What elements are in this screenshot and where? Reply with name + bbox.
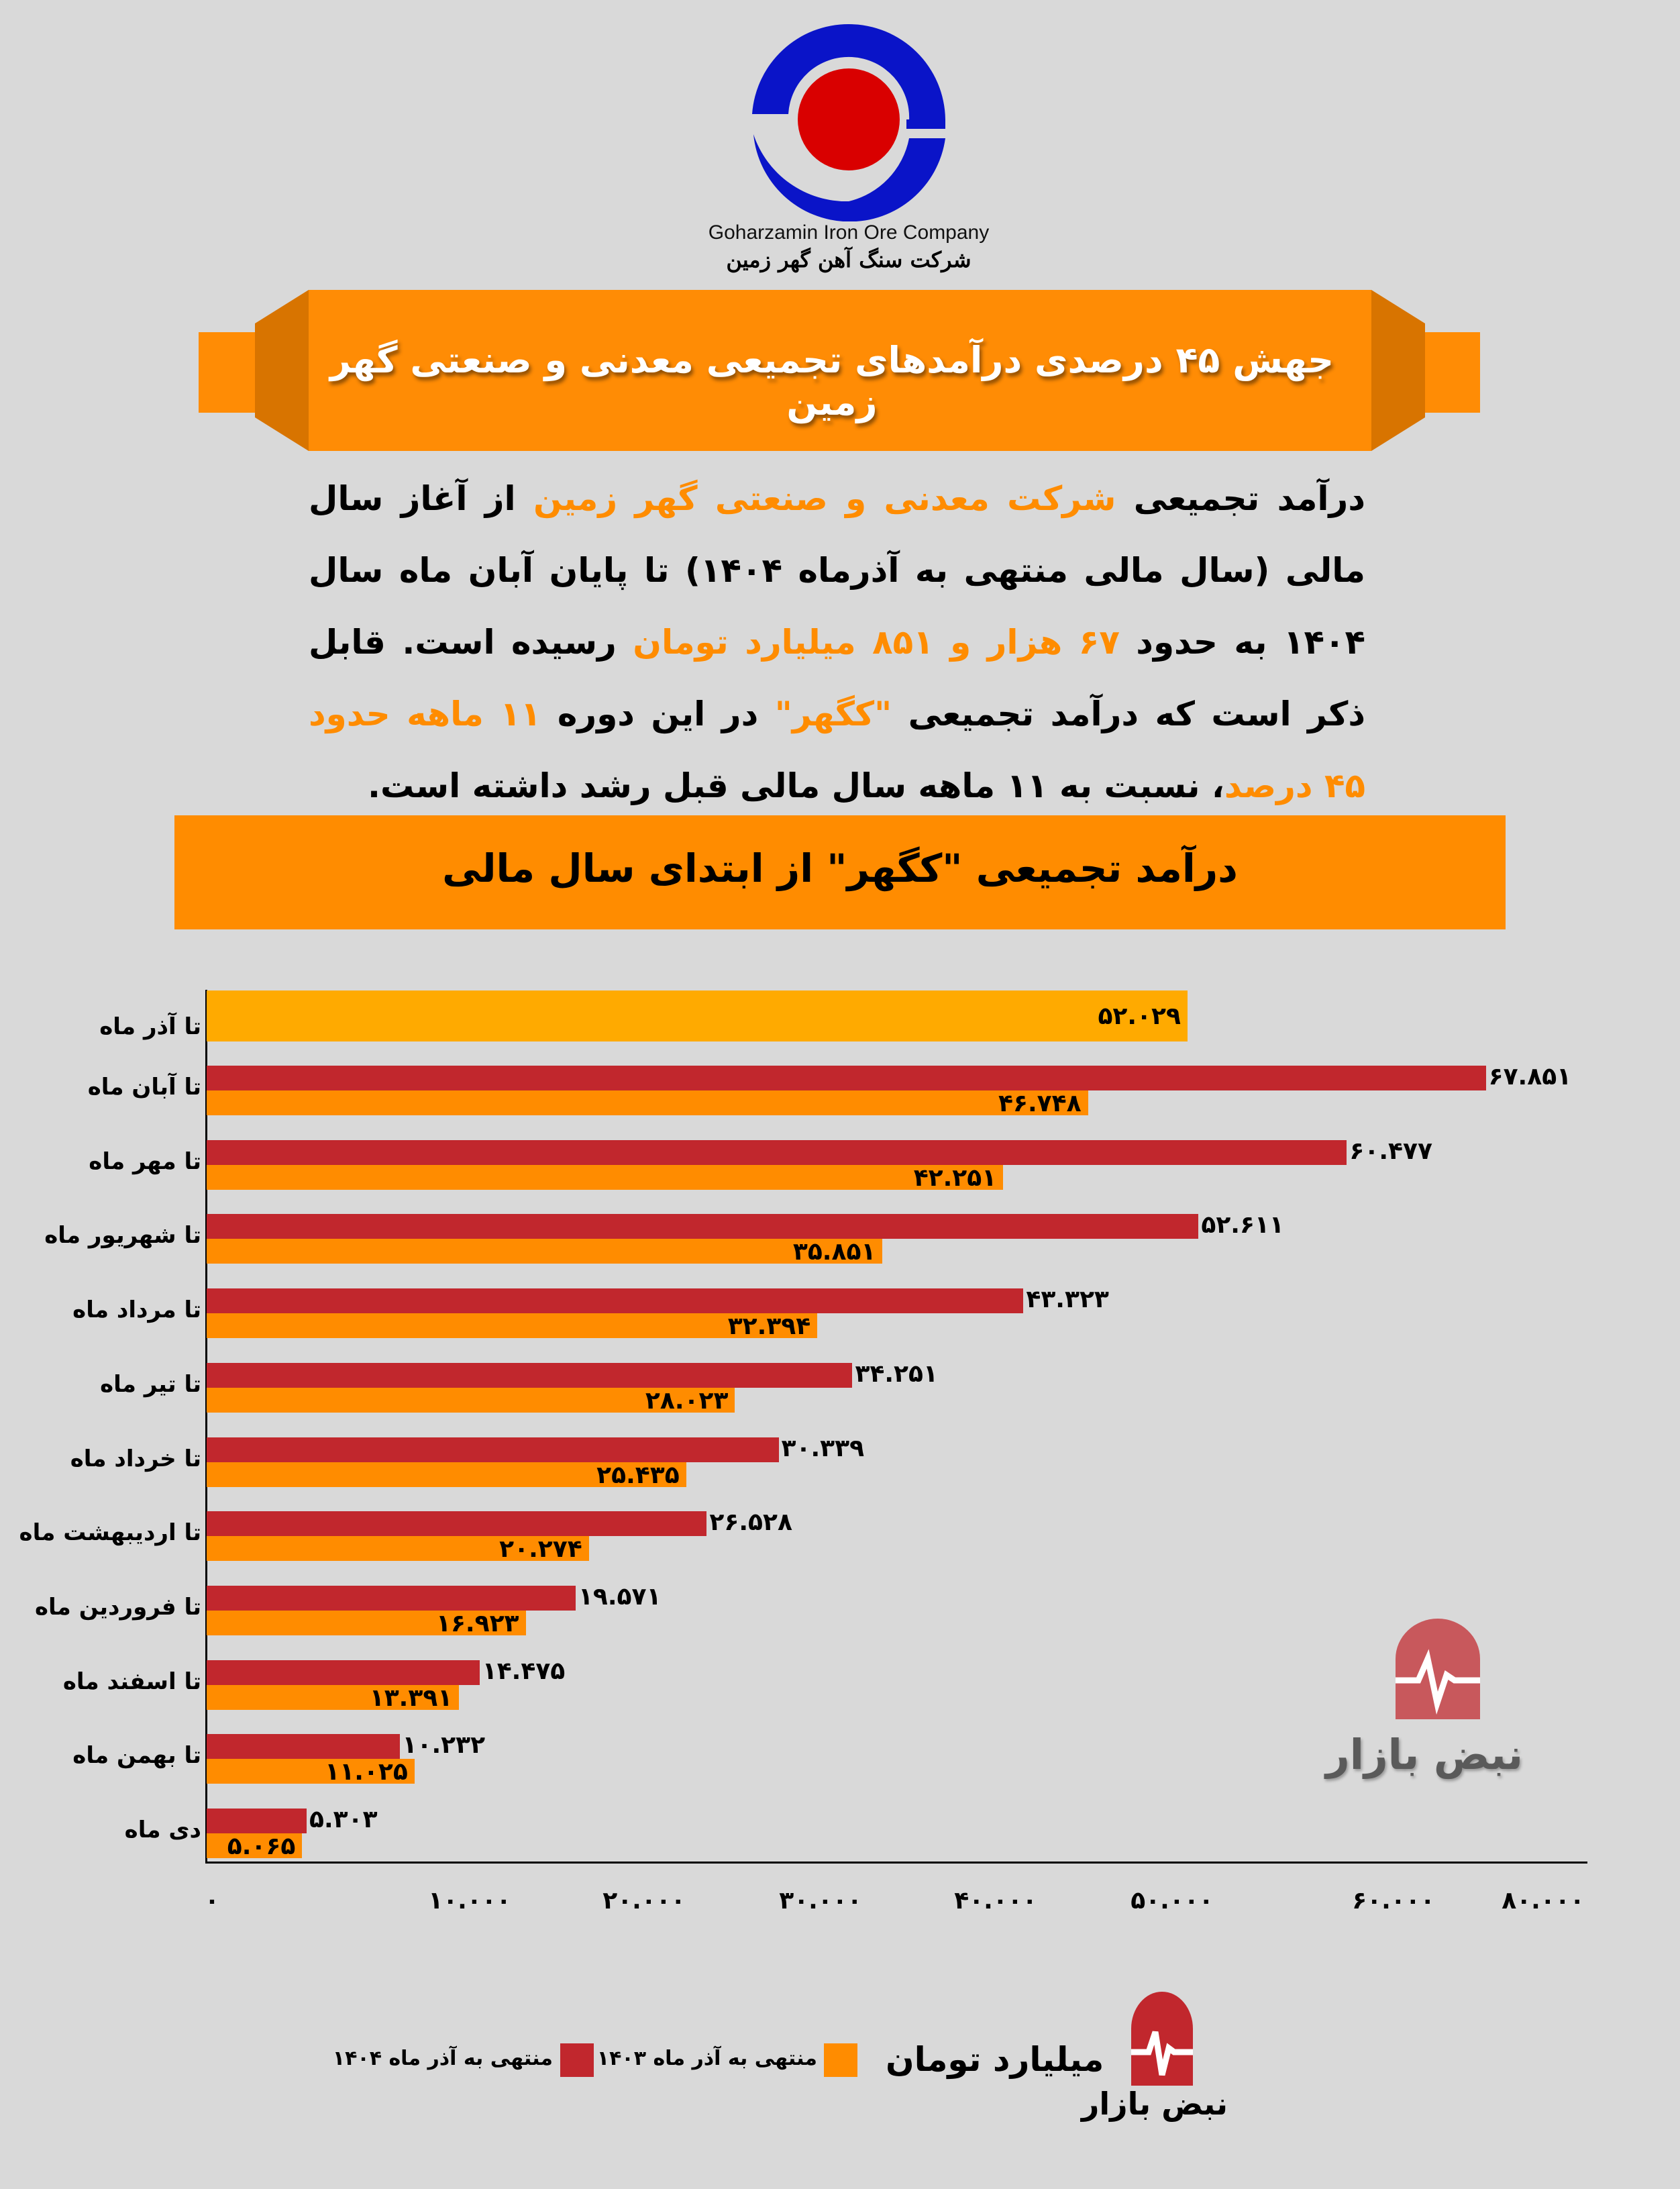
para-text: رسیده است. قابل ذکر است که درآمد تجمیعی xyxy=(309,623,1365,733)
x-tick-label: ۳۰.۰۰۰ xyxy=(779,1887,862,1915)
chart-title: درآمد تجمیعی "کگهر" از ابتدای سال مالی xyxy=(442,846,1238,891)
bar-1404 xyxy=(207,1511,707,1537)
value-label-1404: ۶۰.۴۷۷ xyxy=(1349,1137,1432,1165)
value-label-1404: ۴۳.۳۲۳ xyxy=(1026,1286,1109,1314)
bar-1404 xyxy=(207,1734,400,1760)
y-axis-line xyxy=(205,990,207,1864)
value-label-1404: ۳۰.۳۳۹ xyxy=(781,1434,865,1462)
category-label: تا بهمن ماه xyxy=(72,1742,201,1770)
company-name-en: Goharzamin Iron Ore Company xyxy=(708,221,990,244)
nabz-bazar-watermark-icon xyxy=(1396,1619,1480,1719)
value-label-1403: ۳۵.۸۵۱ xyxy=(792,1238,876,1266)
bar-1404 xyxy=(207,1437,779,1462)
category-label: تا اسفند ماه xyxy=(62,1668,201,1695)
x-tick-label: ۴۰.۰۰۰ xyxy=(954,1887,1037,1915)
category-label: تا تیر ماه xyxy=(100,1370,201,1398)
bar-1403 xyxy=(207,1090,1088,1115)
para-text: از آغاز سال مالی (سال مالی منتهی به آذرم… xyxy=(309,479,1366,662)
bar-1404 xyxy=(207,1660,480,1685)
para-text: در این دوره xyxy=(541,695,775,733)
bar-1403 xyxy=(207,1536,589,1562)
x-tick-label: ۵۰.۰۰۰ xyxy=(1131,1887,1214,1915)
banner-wing-left xyxy=(199,332,266,413)
legend-brand-text: نبض بازار xyxy=(1081,2086,1228,2122)
value-label-1404: ۵۲.۶۱۱ xyxy=(1201,1211,1284,1239)
value-label-1403: ۴۶.۷۴۸ xyxy=(998,1090,1082,1117)
category-label: تا اردیبهشت ماه xyxy=(19,1519,201,1547)
bar-1404 xyxy=(207,1809,307,1833)
bar-1403 xyxy=(207,990,1188,1041)
para-highlight-ticker: "کگهر" xyxy=(774,695,892,733)
bar-1403 xyxy=(207,1610,526,1635)
para-highlight-revenue: ۶۷ هزار و ۸۵۱ میلیارد تومان xyxy=(633,623,1120,662)
bar-1404 xyxy=(207,1362,853,1388)
x-tick-label: ۰ xyxy=(205,1887,219,1915)
summary-paragraph: درآمد تجمیعی شرکت معدنی و صنعتی گهر زمین… xyxy=(309,463,1365,822)
bar-1403 xyxy=(207,1759,415,1784)
category-label: دی ماه xyxy=(124,1817,201,1843)
bar-1403 xyxy=(207,1387,735,1413)
value-label-1404: ۱۹.۵۷۱ xyxy=(578,1582,662,1611)
bar-1404 xyxy=(207,1066,1486,1090)
company-name-fa: شرکت سنگ آهن گهر زمین xyxy=(726,247,972,272)
value-label-1404: ۲۶.۵۲۸ xyxy=(709,1509,792,1537)
value-label-1404: ۱۴.۴۷۵ xyxy=(482,1657,566,1685)
chart-title-box xyxy=(174,815,1506,929)
bar-1404 xyxy=(207,1139,1347,1165)
value-label-1403: ۲۰.۲۷۴ xyxy=(499,1535,582,1564)
category-label: تا مهر ماه xyxy=(89,1148,201,1175)
value-label-1403: ۲۸.۰۲۳ xyxy=(645,1386,729,1415)
bar-1403 xyxy=(207,1833,303,1858)
category-label: تا مرداد ماه xyxy=(72,1296,201,1324)
legend-label-1404: منتهی به آذر ماه ۱۴۰۴ xyxy=(332,2047,553,2070)
headline: جهش ۴۵ درصدی درآمدهای تجمیعی معدنی و صنع… xyxy=(329,339,1334,423)
value-label-1403: ۱۱.۰۲۵ xyxy=(325,1758,408,1786)
unit-label: میلیارد تومان xyxy=(886,2040,1104,2079)
banner-shape xyxy=(255,290,1425,451)
nabz-bazar-logo-icon xyxy=(1131,1992,1193,2086)
value-label-1403: ۴۲.۲۵۱ xyxy=(913,1164,997,1192)
category-label: تا خرداد ماه xyxy=(70,1445,201,1472)
value-label-1403: ۳۲.۳۹۴ xyxy=(727,1313,811,1341)
bar-1403 xyxy=(207,1462,686,1487)
value-label-1404: ۵.۳۰۳ xyxy=(309,1806,378,1833)
value-label-1403: ۲۵.۴۳۵ xyxy=(596,1461,680,1489)
value-label-1404: ۱۰.۲۳۲ xyxy=(402,1731,486,1760)
category-label: تا فروردین ماه xyxy=(34,1593,201,1621)
para-highlight-company: شرکت معدنی و صنعتی گهر زمین xyxy=(533,479,1116,518)
bar-1404 xyxy=(207,1288,1024,1314)
x-axis-line xyxy=(205,1862,1587,1864)
x-tick-label: ۱۰.۰۰۰ xyxy=(428,1887,511,1915)
value-label-1403: ۵.۰۶۵ xyxy=(227,1833,296,1860)
bar-1404 xyxy=(207,1585,576,1611)
x-tick-label: ۶۰.۰۰۰ xyxy=(1352,1887,1435,1915)
watermark-text: نبض بازار xyxy=(1326,1730,1523,1779)
value-label-1403: ۱۳.۳۹۱ xyxy=(369,1684,453,1712)
value-label-1404: ۶۷.۸۵۱ xyxy=(1488,1063,1572,1090)
para-highlight-growth: ۱۱ ماهه حدود ۴۵ درصد xyxy=(309,695,1365,805)
x-tick-label: ۲۰.۰۰۰ xyxy=(602,1887,686,1915)
para-text: درآمد تجمیعی xyxy=(1116,479,1365,518)
value-label-1403: ۵۲.۰۲۹ xyxy=(1098,1003,1181,1030)
bar-1403 xyxy=(207,1684,460,1710)
legend-label-1403: منتهی به آذر ماه ۱۴۰۳ xyxy=(596,2047,817,2070)
company-logo xyxy=(752,23,945,221)
category-label: تا شهریور ماه xyxy=(44,1222,201,1250)
category-label: تا آبان ماه xyxy=(87,1074,201,1101)
value-label-1403: ۱۶.۹۲۳ xyxy=(435,1609,519,1637)
bar-1404 xyxy=(207,1214,1199,1239)
legend-swatch-1403 xyxy=(824,2043,857,2077)
value-label-1404: ۳۴.۲۵۱ xyxy=(855,1360,938,1388)
legend-swatch-1404 xyxy=(560,2043,594,2077)
bar-1403 xyxy=(207,1239,883,1264)
category-label: تا آذر ماه xyxy=(99,1013,201,1040)
bar-1403 xyxy=(207,1164,1004,1190)
para-text: ، نسبت به ۱۱ ماهه سال مالی قبل رشد داشته… xyxy=(367,766,1224,805)
bar-1403 xyxy=(207,1313,818,1339)
x-tick-label: ۸۰.۰۰۰ xyxy=(1502,1887,1585,1915)
